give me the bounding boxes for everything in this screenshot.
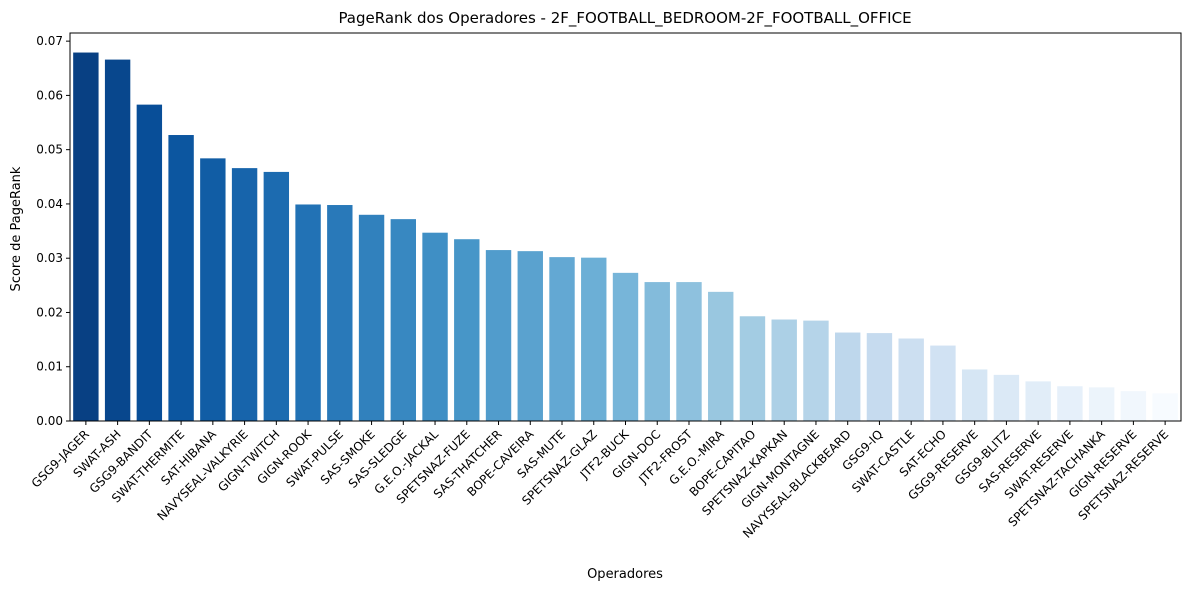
bar-sas-mute [549,257,575,421]
bar-spetsnaz-kapkan [771,319,797,421]
bar-gsg9-blitz [993,374,1020,421]
x-axis: GSG9-JAGERSWAT-ASHGSG9-BANDITSWAT-THERMI… [29,421,1171,541]
chart-title: PageRank dos Operadores - 2F_FOOTBALL_BE… [338,9,911,28]
bar-sas-sledge [390,219,416,421]
bar-navyseal-valkyrie [231,168,258,421]
bar-swat-reserve [1057,386,1083,421]
y-tick-label: 0.04 [36,197,63,211]
bar-swat-pulse [327,205,353,421]
y-tick-label: 0.05 [36,143,63,157]
bar-gsg9-iq [866,333,893,421]
bar-gign-montagne [803,320,829,421]
bar-sas-thatcher [485,250,512,421]
y-axis: 0.00 0.01 0.02 0.03 0.04 0.05 0.06 0.07 [36,34,70,428]
bar-spetsnaz-tachanka [1088,387,1115,421]
bar-gign-twitch [263,171,290,421]
bar-jtf2-buck [612,272,639,421]
bar-spetsnaz-fuze [454,239,480,421]
bar-gign-reserve [1120,391,1147,421]
bar-gsg9-reserve [961,369,988,421]
bar-sat-echo [930,345,956,421]
x-axis-label: Operadores [587,567,663,582]
bar-gign-doc [644,282,670,421]
bar-jtf2-frost [676,282,702,421]
bars-group [73,52,1178,421]
y-tick-label: 0.00 [36,414,63,428]
bar-gign-rook [295,204,321,421]
bar-g-e-o-mira [708,291,734,421]
y-axis-label: Score de PageRank [9,166,24,291]
bar-sas-smoke [358,214,385,421]
bar-swat-ash [104,59,131,421]
bar-g-e-o-jackal [422,232,448,421]
bar-gsg9-jager [73,52,99,421]
bar-navyseal-blackbeard [835,332,861,421]
y-tick-label: 0.07 [36,34,63,48]
y-tick-label: 0.02 [36,305,63,319]
bar-swat-thermite [168,135,194,421]
bar-sat-hibana [200,158,226,421]
y-tick-label: 0.01 [36,360,63,374]
bar-gsg9-bandit [136,104,163,421]
bar-bope-caveira [517,251,543,421]
bar-spetsnaz-glaz [581,257,607,421]
plot-frame [69,32,1182,422]
bar-bope-capitao [739,316,766,421]
y-tick-label: 0.03 [36,251,63,265]
bar-spetsnaz-reserve [1152,393,1178,421]
y-tick-label: 0.06 [36,88,63,102]
bar-swat-castle [898,338,924,421]
bar-sas-reserve [1025,381,1051,421]
